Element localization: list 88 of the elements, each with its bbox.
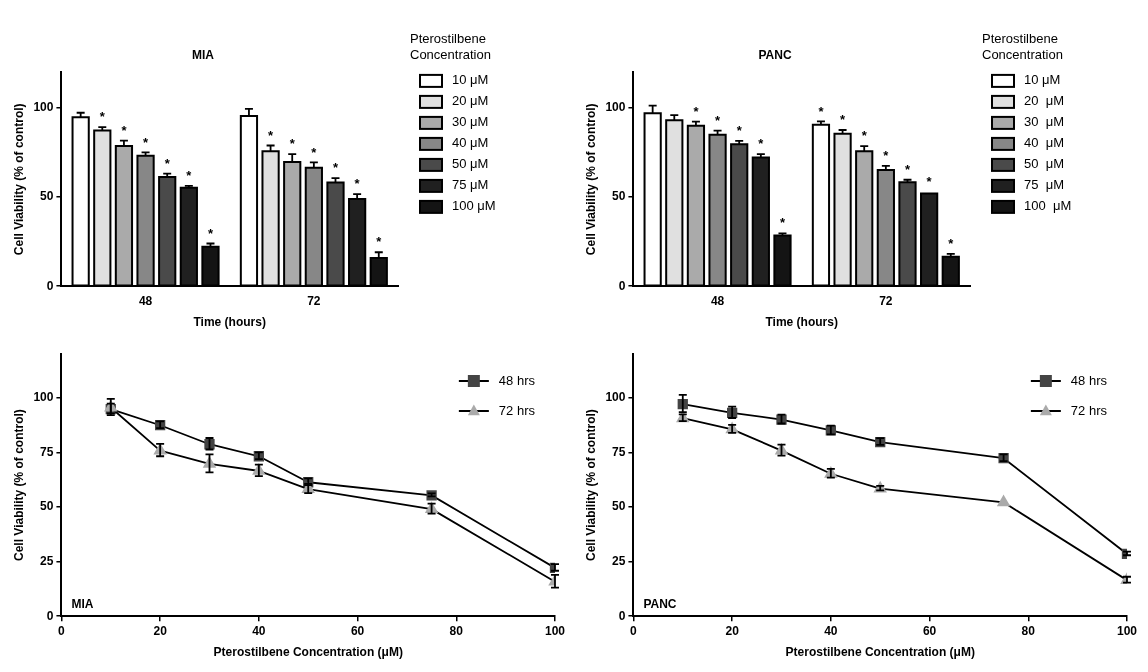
x-tick-label: 80: [449, 623, 464, 638]
y-tick-label: 100: [605, 100, 626, 115]
data-label: *: [164, 155, 171, 171]
legend-label: 50 μM: [452, 156, 489, 172]
x-tick-label: 40: [252, 623, 266, 638]
x-tick-label: 60: [350, 623, 365, 638]
legend-label: 40 μM: [452, 135, 489, 151]
data-label: *: [143, 134, 150, 150]
x-tick-label: 20: [725, 623, 740, 638]
y-tick-label: 50: [40, 499, 54, 514]
y-axis-title: Cell Viability (% of control): [583, 103, 598, 256]
data-label: *: [926, 174, 933, 190]
x-tick-label: 48: [138, 293, 153, 308]
data-label: *: [268, 127, 275, 143]
y-tick-label: 0: [46, 608, 54, 623]
x-tick-label: 0: [630, 623, 638, 638]
legend-label: 48 hrs: [498, 372, 536, 388]
legend-label: 20 μM: [452, 93, 489, 109]
x-tick-label: 72: [879, 293, 893, 308]
x-axis-title: Pterostilbene Concentration (μM): [785, 645, 975, 660]
data-label: *: [693, 103, 700, 119]
data-label: *: [311, 144, 318, 160]
y-tick-label: 0: [618, 608, 626, 623]
legend-label: 72 hrs: [1070, 402, 1108, 418]
y-tick-label: 25: [612, 553, 626, 568]
data-label: *: [883, 147, 890, 163]
legend-label: 40 μM: [1024, 135, 1065, 151]
x-tick-label: 48: [710, 293, 725, 308]
x-tick-label: 72: [307, 293, 321, 308]
y-axis-title: Cell Viability (% of control): [11, 103, 26, 256]
y-tick-label: 75: [612, 444, 626, 459]
data-label: *: [376, 234, 383, 250]
data-label: *: [840, 112, 847, 128]
legend-label: 72 hrs: [498, 402, 536, 418]
x-tick-label: 20: [153, 623, 168, 638]
x-tick-label: 80: [1021, 623, 1036, 638]
y-tick-label: 100: [605, 390, 626, 405]
legend-label: 100 μM: [1024, 198, 1072, 214]
y-tick-label: 50: [40, 189, 54, 204]
data-label: *: [207, 225, 214, 241]
data-label: *: [779, 215, 786, 231]
x-tick-label: 60: [922, 623, 937, 638]
y-tick-label: 0: [618, 278, 626, 293]
data-label: *: [758, 136, 765, 152]
legend-label: 30 μM: [452, 114, 489, 130]
legend-label: 10 μM: [1024, 72, 1061, 88]
y-tick-label: 25: [40, 553, 54, 568]
data-label: *: [948, 235, 955, 251]
legend-label: 75 μM: [1024, 177, 1065, 193]
x-axis-title: Time (hours): [765, 315, 838, 330]
data-label: *: [289, 136, 296, 152]
x-axis-title: Time (hours): [193, 315, 266, 330]
data-label: *: [736, 122, 743, 138]
y-tick-label: 50: [612, 189, 626, 204]
y-axis-title: Cell Viability (% of control): [11, 409, 26, 561]
legend-label: 10 μM: [452, 72, 489, 88]
legend-label: 100 μM: [452, 198, 496, 214]
legend-title: Pterostilbene Concentration: [982, 30, 1063, 62]
y-tick-label: 50: [612, 499, 626, 514]
y-tick-label: 75: [40, 444, 54, 459]
annotation: PANC: [643, 596, 677, 611]
legend-label: 30 μM: [1024, 114, 1065, 130]
y-axis-title: Cell Viability (% of control): [583, 409, 598, 561]
data-label: *: [818, 103, 825, 119]
x-tick-label: 0: [58, 623, 66, 638]
x-axis-title: Pterostilbene Concentration (μM): [213, 645, 403, 660]
x-tick-label: 100: [1116, 623, 1138, 638]
annotation: MIA: [71, 596, 94, 611]
x-tick-label: 100: [544, 623, 566, 638]
data-label: *: [354, 176, 361, 192]
data-label: *: [715, 112, 722, 128]
data-label: *: [99, 109, 106, 125]
legend-label: 20 μM: [1024, 93, 1065, 109]
legend-label: 48 hrs: [1070, 372, 1108, 388]
data-label: *: [186, 167, 193, 183]
chart-title: PANC: [758, 47, 792, 62]
chart-title: MIA: [192, 47, 215, 62]
legend-label: 75 μM: [452, 177, 489, 193]
data-label: *: [121, 122, 128, 138]
y-tick-label: 0: [46, 278, 54, 293]
x-tick-label: 40: [824, 623, 838, 638]
y-tick-label: 100: [33, 390, 54, 405]
data-label: *: [904, 161, 911, 177]
data-label: *: [332, 160, 339, 176]
legend-label: 50 μM: [1024, 156, 1065, 172]
y-tick-label: 100: [33, 100, 54, 115]
legend-title: Pterostilbene Concentration: [410, 30, 491, 62]
data-label: *: [861, 128, 868, 144]
